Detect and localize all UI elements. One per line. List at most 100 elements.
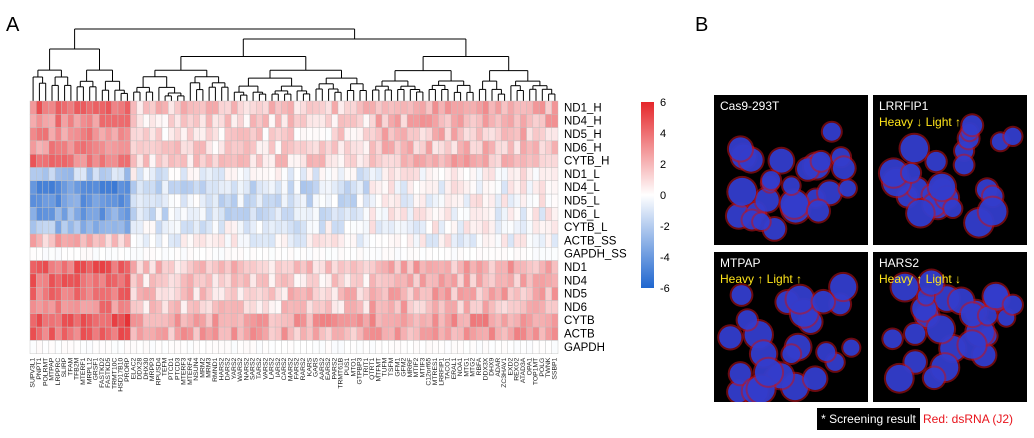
dsrna-legend: Red: dsRNA (J2) (923, 412, 1014, 426)
heatmap-cell (168, 313, 175, 328)
heatmap-cell (142, 127, 150, 142)
heatmap-cell (482, 300, 490, 315)
heatmap-cell (67, 340, 75, 354)
heatmap-cell (105, 260, 112, 275)
heatmap-cell (545, 100, 552, 115)
heatmap-cell (388, 220, 395, 235)
heatmap-cell (142, 233, 150, 248)
heatmap-cell (218, 207, 226, 221)
heatmap-cell (419, 114, 427, 128)
heatmap-cell (86, 247, 94, 261)
heatmap-cell (425, 127, 433, 142)
heatmap-cell (375, 207, 383, 221)
heatmap-cell (92, 114, 100, 128)
heatmap-cell (312, 100, 320, 115)
heatmap-cell (29, 207, 37, 221)
heatmap-cell (155, 273, 163, 288)
heatmap-cell (476, 287, 483, 301)
heatmap-cell (36, 167, 43, 182)
column-label: DARS2 (225, 357, 232, 380)
heatmap-cell (256, 233, 263, 248)
heatmap-cell (513, 220, 521, 235)
heatmap-cell (274, 247, 282, 261)
heatmap-cell (168, 100, 175, 115)
heatmap-cell (350, 326, 358, 341)
heatmap-cell (130, 260, 138, 275)
heatmap-cell (155, 300, 163, 315)
heatmap-cell (526, 247, 534, 261)
heatmap-cell (476, 153, 483, 168)
heatmap-cell (325, 233, 332, 248)
heatmap-cell (369, 326, 376, 341)
heatmap-cell (42, 247, 50, 261)
heatmap-cell (356, 287, 364, 301)
heatmap-cell (388, 167, 395, 182)
heatmap-cell (312, 260, 320, 275)
column-label: FASTKD2 (99, 357, 106, 387)
heatmap-cell (73, 313, 81, 328)
heatmap-cell (356, 313, 364, 328)
heatmap-cell (199, 220, 207, 235)
heatmap-cell (199, 233, 207, 248)
heatmap-cell (98, 167, 106, 182)
heatmap-cell (287, 273, 295, 288)
heatmap-cell (149, 207, 156, 221)
heatmap-cell (186, 140, 194, 155)
heatmap-cell (98, 273, 106, 288)
heatmap-cell (174, 273, 182, 288)
heatmap-cell (42, 127, 50, 142)
heatmap-cell (86, 260, 94, 275)
heatmap-cell (224, 153, 232, 168)
heatmap-cell (105, 340, 112, 354)
heatmap-cell (388, 193, 395, 208)
heatmap-cell (381, 153, 389, 168)
heatmap-cell (73, 153, 81, 168)
nucleus (812, 290, 835, 313)
heatmap-cells (29, 100, 559, 354)
colorbar-gradient (641, 102, 654, 288)
heatmap-cell (520, 300, 527, 315)
heatmap-cell (174, 153, 182, 168)
heatmap-cell (476, 167, 483, 182)
heatmap-cell (463, 153, 471, 168)
heatmap-cell (243, 140, 251, 155)
heatmap-cell (249, 180, 257, 195)
heatmap-cell (432, 180, 439, 195)
heatmap-cell (413, 273, 420, 288)
heatmap-cell (281, 260, 288, 275)
heatmap-cell (356, 114, 364, 128)
heatmap-cell (394, 180, 402, 195)
heatmap-cell (249, 300, 257, 315)
nucleus (782, 345, 801, 363)
heatmap-cell (212, 300, 219, 315)
heatmap-cell (124, 313, 131, 328)
heatmap-cell (450, 207, 458, 221)
heatmap-cell (67, 114, 75, 128)
heatmap-cell (130, 233, 138, 248)
heatmap-cell (312, 114, 320, 128)
heatmap-cell (212, 153, 219, 168)
heatmap-cell (293, 313, 301, 328)
heatmap-cell (318, 300, 326, 315)
column-label: PARS2 (331, 357, 338, 379)
heatmap-cell (168, 114, 175, 128)
heatmap-cell (117, 300, 125, 315)
heatmap-cell (482, 220, 490, 235)
heatmap-cell (174, 207, 182, 221)
heatmap-cell (457, 273, 464, 288)
heatmap-cell (92, 100, 100, 115)
heatmap-cell (287, 233, 295, 248)
heatmap-cell (149, 127, 156, 142)
heatmap-cell (438, 193, 446, 208)
heatmap-cell (494, 193, 502, 208)
heatmap-cell (318, 114, 326, 128)
heatmap-cell (80, 167, 87, 182)
column-label: LRPPRC (55, 358, 62, 386)
heatmap-cell (256, 340, 263, 354)
heatmap-cell (256, 140, 263, 155)
heatmap-cell (507, 233, 515, 248)
heatmap-cell (86, 326, 94, 341)
heatmap-cell (67, 300, 75, 315)
heatmap-cell (86, 313, 94, 328)
heatmap-cell (501, 127, 508, 142)
